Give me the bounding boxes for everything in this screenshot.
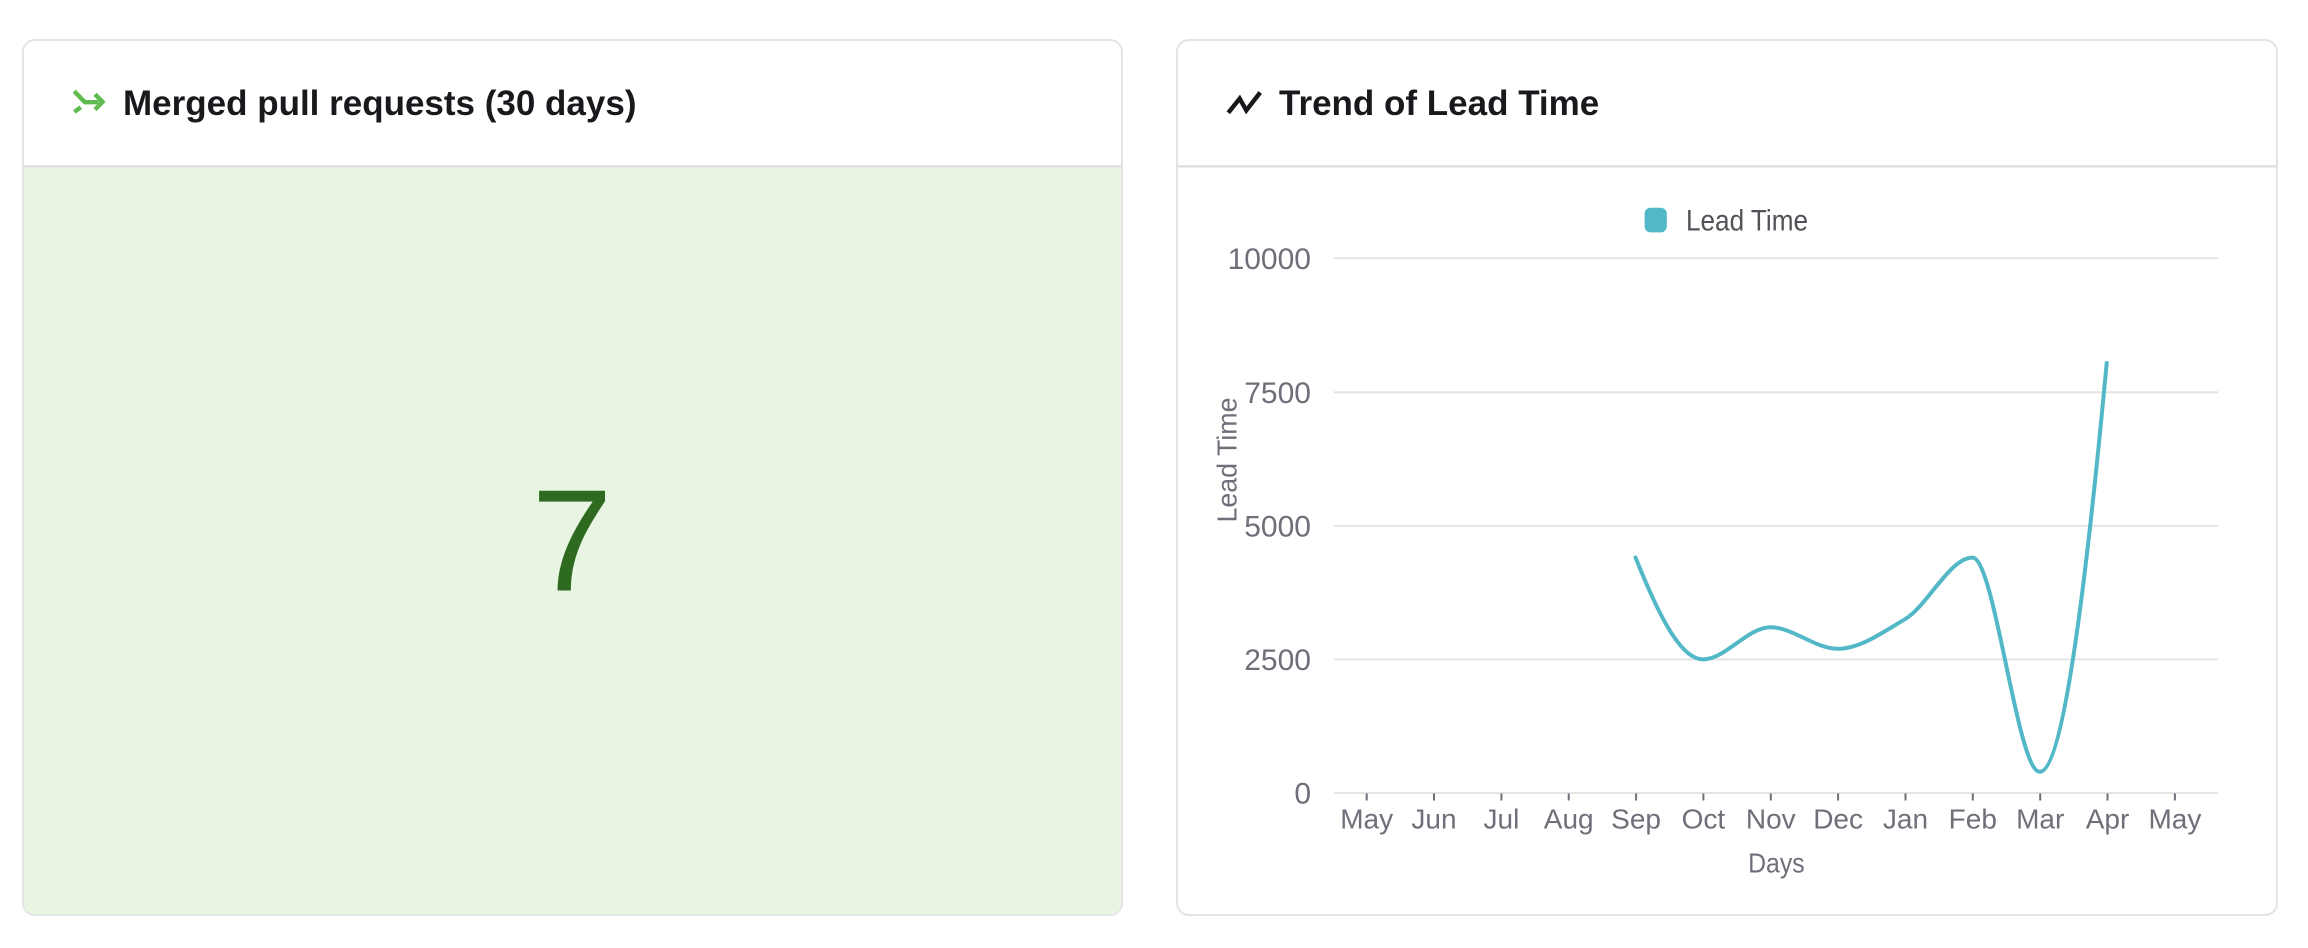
svg-text:Jul: Jul [1484,804,1520,835]
svg-text:7: 7 [532,460,613,622]
svg-text:5000: 5000 [1244,511,1311,544]
svg-text:Dec: Dec [1813,804,1863,835]
svg-text:0: 0 [1294,778,1311,811]
svg-text:May: May [1340,804,1393,835]
svg-text:Nov: Nov [1746,804,1796,835]
svg-text:Sep: Sep [1611,804,1661,835]
svg-text:Jun: Jun [1411,804,1456,835]
svg-text:Mar: Mar [2016,804,2064,835]
svg-text:Aug: Aug [1544,804,1594,835]
svg-text:Oct: Oct [1682,804,1726,835]
svg-text:Lead Time: Lead Time [1212,398,1243,523]
svg-text:Days: Days [1748,847,1805,878]
svg-text:10000: 10000 [1228,243,1311,276]
svg-text:Lead Time: Lead Time [1686,205,1808,238]
svg-text:Merged pull requests (30 days): Merged pull requests (30 days) [123,84,636,123]
svg-text:Feb: Feb [1949,804,1997,835]
svg-text:Apr: Apr [2086,804,2130,835]
svg-text:2500: 2500 [1244,644,1311,677]
svg-text:Trend of Lead Time: Trend of Lead Time [1279,84,1599,123]
svg-text:Jan: Jan [1883,804,1928,835]
svg-text:May: May [2148,804,2201,835]
svg-text:7500: 7500 [1244,377,1311,410]
